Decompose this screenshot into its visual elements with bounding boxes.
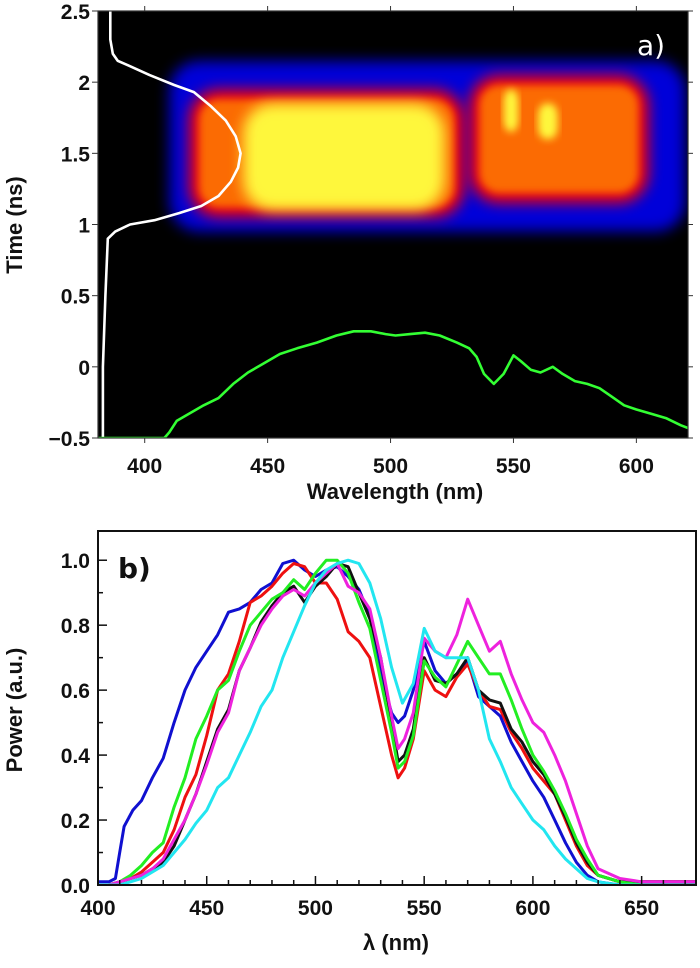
y-tick-label: 0.5 (61, 286, 91, 309)
y-tick-label: 0.4 (61, 745, 91, 768)
heatmap-region-yellow-spot-2 (538, 103, 558, 140)
heatmap-region-yellow-spot-1 (503, 89, 519, 132)
panel-b-y-axis-title: Power (a.u.) (2, 648, 27, 773)
x-tick-label: 650 (624, 897, 659, 920)
panel-a-label: a) (637, 29, 665, 62)
panel-b-label: b) (118, 552, 151, 585)
heatmap-region-yellow-core (243, 103, 445, 211)
series-line-green (98, 558, 696, 885)
x-tick-label: 500 (373, 455, 408, 478)
series-lines (98, 558, 696, 885)
x-tick-label: 550 (407, 897, 442, 920)
y-tick-label: 0.2 (61, 810, 90, 833)
panel-b-frame (97, 530, 697, 886)
panel-b-x-axis-title: λ (nm) (363, 930, 429, 955)
y-tick-label: 1.0 (61, 550, 90, 573)
x-tick-label: 600 (515, 897, 550, 920)
y-tick-label: 0.8 (61, 615, 91, 638)
panel-a-x-axis-title: Wavelength (nm) (307, 479, 483, 504)
x-tick-label: 400 (127, 455, 162, 478)
y-tick-label: −0.5 (49, 428, 91, 451)
x-tick-label: 500 (298, 897, 333, 920)
y-tick-label: 2.5 (61, 1, 91, 24)
heatmap (169, 60, 686, 232)
overlay-lines (98, 11, 688, 438)
panel-a: 400 450 500 550 600 −0.5 0 0.5 1 1.5 2 2.5 a) Wavel… (2, 1, 693, 504)
y-tick-label: 1.5 (61, 143, 91, 166)
panel-b-plot-area (98, 531, 696, 885)
heatmap-halo-red-side (479, 85, 639, 194)
y-tick-label: 0.0 (61, 875, 90, 898)
panel-a-y-axis-title: Time (ns) (2, 176, 27, 273)
panel-b-ticks: 400 450 500 550 600 650 0.0 0.2 0.4 0.6 0.8 1.0 (61, 550, 686, 920)
x-tick-label: 400 (80, 897, 115, 920)
series-line-magenta (98, 562, 696, 885)
y-tick-label: 0 (78, 357, 90, 380)
y-tick-label: 1 (78, 215, 90, 238)
y-tick-label: 2 (78, 72, 90, 95)
y-tick-label: 0.6 (61, 680, 90, 703)
series-line-cyan (98, 558, 696, 885)
x-tick-label: 450 (189, 897, 224, 920)
x-tick-label: 450 (250, 455, 285, 478)
x-tick-label: 550 (496, 455, 531, 478)
line-spectrum-profile (98, 329, 688, 438)
line-temporal-profile (101, 11, 242, 438)
x-tick-label: 600 (619, 455, 654, 478)
series-line-red (98, 562, 696, 885)
panel-a-ticks: 400 450 500 550 600 −0.5 0 0.5 1 1.5 2 2.5 (49, 1, 693, 478)
